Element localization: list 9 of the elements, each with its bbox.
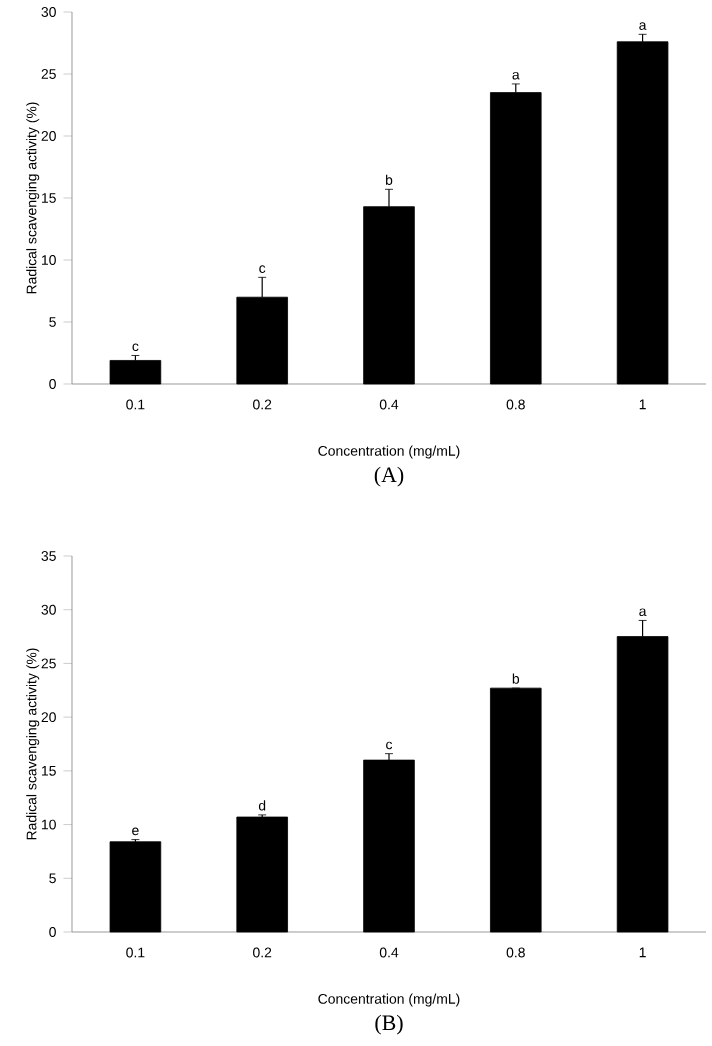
bar: [362, 759, 415, 933]
bar: [616, 41, 669, 385]
bar: [236, 816, 288, 933]
bar: [489, 92, 542, 385]
bar: [489, 687, 542, 933]
bar: [109, 841, 161, 933]
text: (B): [375, 1014, 403, 1035]
text: (A): [374, 466, 403, 487]
bar: [109, 360, 161, 385]
